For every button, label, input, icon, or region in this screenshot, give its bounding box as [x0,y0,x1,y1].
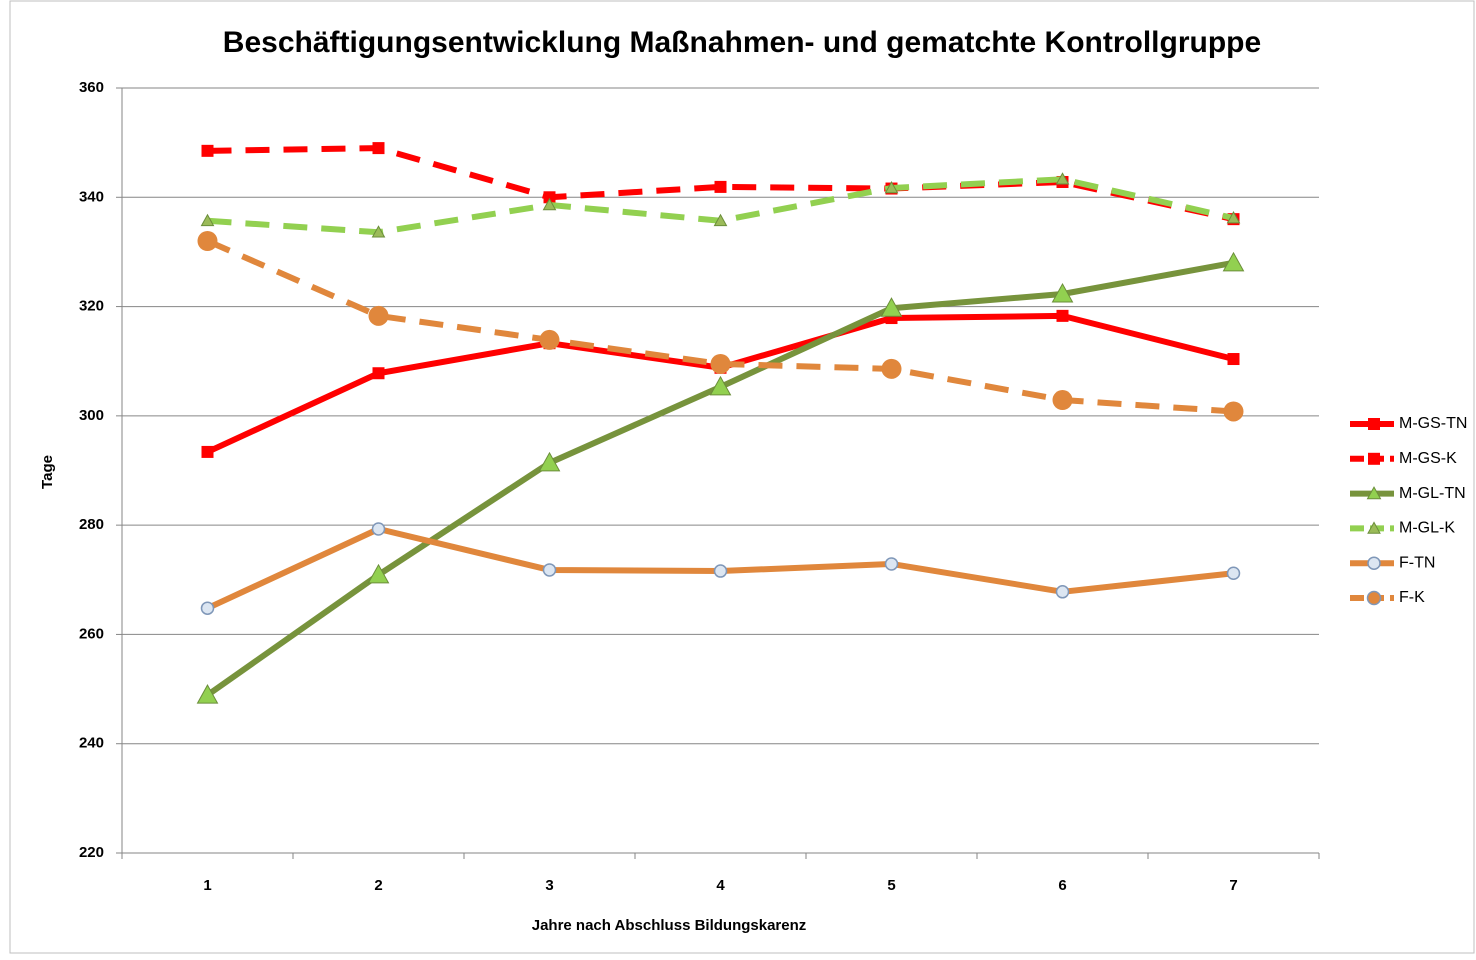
legend-marker [1368,452,1380,465]
legend-marker [1368,418,1380,430]
x-tick-label: 2 [374,877,382,894]
x-tick-label: 3 [545,877,553,894]
legend-label: F-K [1399,589,1425,606]
data-point [709,375,732,396]
data-point [196,684,219,704]
data-point [201,144,214,157]
data-point [884,557,899,571]
legend-label: M-GL-TN [1399,485,1466,502]
data-point [197,231,218,251]
data-point [372,142,385,155]
data-point [1226,211,1241,224]
data-point [367,563,390,584]
data-point [1223,401,1244,422]
data-point [1227,353,1240,366]
data-point [371,522,386,536]
data-point [372,367,385,380]
legend-marker [1366,486,1382,500]
chart-title: Beschäftigungsentwicklung Maßnahmen- und… [223,26,1261,59]
data-point [880,297,903,317]
legend-label: M-GS-TN [1399,415,1467,432]
data-point [368,305,389,326]
data-point [1052,390,1073,411]
data-point [542,197,557,211]
y-tick-label: 260 [79,625,104,642]
y-tick-label: 320 [79,298,104,315]
y-tick-label: 240 [79,735,104,752]
legend-label: M-GS-K [1399,450,1457,467]
data-point [714,180,727,193]
data-point [1051,282,1074,303]
data-point [710,353,731,374]
data-point [543,191,556,204]
y-tick-label: 340 [79,188,104,205]
data-point [542,563,557,577]
legend-marker [1367,521,1381,534]
data-point [1055,585,1070,599]
data-point [539,329,560,350]
data-point [1055,172,1070,185]
x-axis-label: Jahre nach Abschluss Bildungskarenz [532,917,807,934]
y-tick-label: 220 [79,844,104,861]
y-tick-label: 360 [79,79,104,96]
data-point [538,451,561,472]
data-point [884,180,899,194]
x-tick-label: 6 [1058,877,1066,894]
legend-marker [1366,590,1382,606]
y-tick-label: 300 [79,407,104,424]
legend-label: F-TN [1399,554,1435,571]
legend-label: M-GL-K [1399,520,1455,537]
x-tick-label: 1 [203,877,211,894]
x-tick-label: 4 [716,877,725,894]
data-point [200,601,215,615]
data-point [881,358,902,379]
legend-marker [1367,556,1381,570]
x-tick-label: 5 [887,877,895,894]
data-point [713,213,728,227]
data-point [201,445,214,458]
data-point [1226,566,1241,580]
data-point [1222,251,1245,272]
chart-frame [9,0,1475,954]
data-point [1056,309,1069,322]
x-tick-label: 7 [1229,877,1237,894]
y-axis-label: Tage [39,455,56,489]
data-point [200,213,215,227]
data-point [713,564,728,578]
y-tick-label: 280 [79,516,104,533]
data-point [371,225,386,238]
